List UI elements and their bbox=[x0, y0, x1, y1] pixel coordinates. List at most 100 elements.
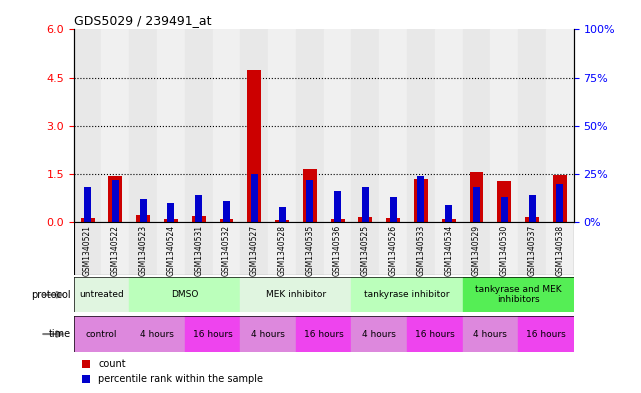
Bar bbox=[296, 29, 324, 222]
Text: GSM1340530: GSM1340530 bbox=[500, 225, 509, 276]
Bar bbox=[268, 222, 296, 275]
Bar bbox=[362, 187, 369, 222]
Bar bbox=[351, 277, 463, 312]
Bar bbox=[358, 217, 372, 222]
Bar bbox=[185, 29, 213, 222]
Text: GSM1340523: GSM1340523 bbox=[138, 225, 147, 276]
Text: GSM1340524: GSM1340524 bbox=[167, 225, 176, 276]
Bar bbox=[268, 29, 296, 222]
Bar bbox=[324, 29, 351, 222]
Bar bbox=[417, 176, 424, 222]
Bar bbox=[296, 222, 324, 275]
Text: GSM1340528: GSM1340528 bbox=[278, 225, 287, 276]
Bar bbox=[501, 197, 508, 222]
Text: 4 hours: 4 hours bbox=[140, 330, 174, 338]
Text: tankyrase inhibitor: tankyrase inhibitor bbox=[364, 290, 450, 299]
Text: GSM1340533: GSM1340533 bbox=[417, 225, 426, 276]
Text: GSM1340538: GSM1340538 bbox=[555, 225, 564, 276]
Bar bbox=[497, 181, 512, 222]
Bar bbox=[192, 216, 206, 222]
Bar bbox=[442, 219, 456, 222]
Bar bbox=[518, 316, 574, 352]
Bar bbox=[407, 222, 435, 275]
Bar bbox=[463, 222, 490, 275]
Bar bbox=[213, 29, 240, 222]
Bar bbox=[445, 205, 452, 222]
Bar bbox=[386, 218, 400, 222]
Text: 4 hours: 4 hours bbox=[362, 330, 396, 338]
Bar bbox=[240, 29, 268, 222]
Bar bbox=[331, 219, 345, 222]
Bar bbox=[351, 222, 379, 275]
Bar bbox=[108, 176, 122, 222]
Text: 16 hours: 16 hours bbox=[193, 330, 233, 338]
Bar bbox=[525, 217, 539, 222]
Bar bbox=[306, 180, 313, 222]
Bar bbox=[435, 29, 463, 222]
Text: GSM1340535: GSM1340535 bbox=[305, 225, 314, 276]
Bar bbox=[129, 222, 157, 275]
Bar bbox=[546, 29, 574, 222]
Text: GSM1340532: GSM1340532 bbox=[222, 225, 231, 276]
Bar bbox=[129, 316, 185, 352]
Text: GDS5029 / 239491_at: GDS5029 / 239491_at bbox=[74, 14, 212, 27]
Bar bbox=[240, 222, 268, 275]
Bar bbox=[240, 316, 296, 352]
Text: 4 hours: 4 hours bbox=[474, 330, 507, 338]
Text: GSM1340527: GSM1340527 bbox=[250, 225, 259, 276]
Bar bbox=[101, 29, 129, 222]
Bar bbox=[84, 187, 91, 222]
Bar bbox=[219, 219, 233, 222]
Bar bbox=[463, 277, 574, 312]
Bar bbox=[74, 29, 101, 222]
Bar bbox=[112, 180, 119, 222]
Text: 16 hours: 16 hours bbox=[415, 330, 454, 338]
Text: GSM1340534: GSM1340534 bbox=[444, 225, 453, 276]
Bar bbox=[164, 219, 178, 222]
Bar bbox=[303, 169, 317, 222]
Bar bbox=[101, 222, 129, 275]
Text: DMSO: DMSO bbox=[171, 290, 199, 299]
Bar bbox=[435, 222, 463, 275]
Text: GSM1340531: GSM1340531 bbox=[194, 225, 203, 276]
Bar bbox=[334, 191, 341, 222]
Text: 16 hours: 16 hours bbox=[304, 330, 344, 338]
Text: GSM1340522: GSM1340522 bbox=[111, 225, 120, 276]
Bar bbox=[140, 199, 147, 222]
Bar bbox=[407, 316, 463, 352]
Bar bbox=[490, 29, 518, 222]
Bar bbox=[251, 174, 258, 222]
Bar bbox=[275, 220, 289, 222]
Bar bbox=[379, 29, 407, 222]
Bar bbox=[157, 29, 185, 222]
Bar bbox=[469, 172, 483, 222]
Bar bbox=[247, 70, 262, 222]
Bar bbox=[213, 222, 240, 275]
Text: GSM1340536: GSM1340536 bbox=[333, 225, 342, 276]
Text: tankyrase and MEK
inhibitors: tankyrase and MEK inhibitors bbox=[475, 285, 562, 305]
Bar bbox=[518, 222, 546, 275]
Text: 4 hours: 4 hours bbox=[251, 330, 285, 338]
Bar bbox=[556, 184, 563, 222]
Bar bbox=[74, 277, 129, 312]
Bar bbox=[351, 29, 379, 222]
Bar bbox=[407, 29, 435, 222]
Text: MEK inhibitor: MEK inhibitor bbox=[266, 290, 326, 299]
Text: GSM1340529: GSM1340529 bbox=[472, 225, 481, 276]
Bar bbox=[324, 222, 351, 275]
Bar bbox=[157, 222, 185, 275]
Bar bbox=[240, 277, 351, 312]
Bar bbox=[81, 218, 95, 222]
Bar bbox=[129, 277, 240, 312]
Bar bbox=[379, 222, 407, 275]
Bar bbox=[185, 222, 213, 275]
Bar bbox=[196, 195, 202, 222]
Bar bbox=[529, 195, 535, 222]
Bar bbox=[473, 187, 480, 222]
Legend: count, percentile rank within the sample: count, percentile rank within the sample bbox=[79, 356, 267, 388]
Bar bbox=[223, 201, 230, 222]
Text: time: time bbox=[48, 329, 71, 339]
Bar bbox=[296, 316, 351, 352]
Text: GSM1340537: GSM1340537 bbox=[528, 225, 537, 276]
Bar bbox=[553, 174, 567, 222]
